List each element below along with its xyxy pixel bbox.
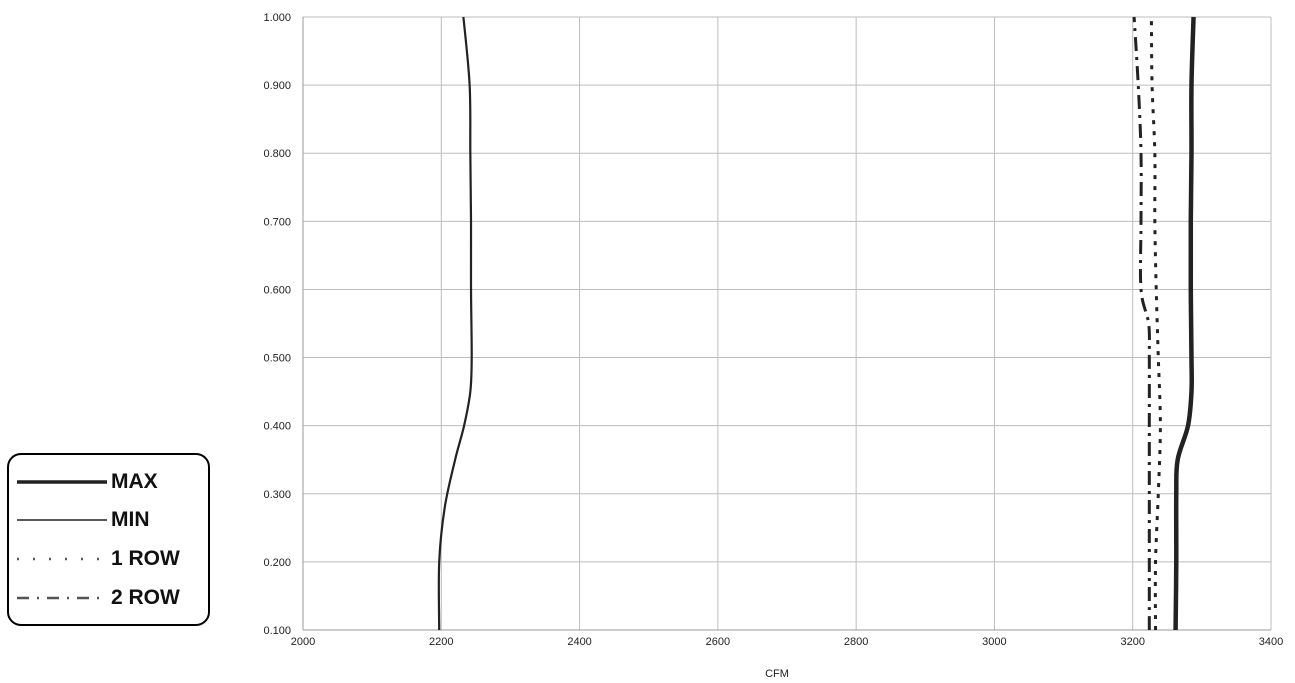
y-tick-label: 0.900 bbox=[263, 80, 291, 92]
legend-item-2-row: 2 ROW bbox=[9, 583, 209, 613]
y-tick-label: 0.400 bbox=[263, 421, 291, 433]
series-line-max bbox=[1173, 16, 1196, 631]
legend-label-max: MAX bbox=[111, 470, 158, 493]
x-tick-label: 3400 bbox=[1259, 636, 1283, 648]
y-tick-label: 0.500 bbox=[263, 353, 291, 365]
y-tick-label: 0.300 bbox=[263, 489, 291, 501]
legend-label-2-row: 2 ROW bbox=[111, 586, 180, 609]
legend-swatch-1-row bbox=[17, 557, 107, 561]
legend: MAX MIN 1 ROW 2 ROW bbox=[7, 453, 210, 626]
x-axis-title: CFM bbox=[765, 668, 789, 680]
legend-item-min: MIN bbox=[9, 505, 209, 535]
legend-item-max: MAX bbox=[9, 467, 209, 497]
legend-swatch-max bbox=[17, 480, 107, 484]
series-line-1-row bbox=[1149, 16, 1162, 631]
series-layer bbox=[437, 16, 1196, 631]
x-tick-label: 2400 bbox=[567, 636, 591, 648]
x-tick-label: 3000 bbox=[982, 636, 1006, 648]
x-tick-label: 3200 bbox=[1120, 636, 1144, 648]
x-tick-label: 2000 bbox=[291, 636, 315, 648]
y-tick-label: 1.000 bbox=[263, 12, 291, 24]
y-tick-label: 0.200 bbox=[263, 557, 291, 569]
legend-swatch-2-row bbox=[17, 596, 107, 600]
legend-swatch-min bbox=[17, 519, 107, 521]
y-tick-label: 0.700 bbox=[263, 216, 291, 228]
x-tick-label: 2600 bbox=[706, 636, 730, 648]
x-tick-label: 2800 bbox=[844, 636, 868, 648]
legend-item-1-row: 1 ROW bbox=[9, 544, 209, 574]
y-tick-label: 0.800 bbox=[263, 148, 291, 160]
grid bbox=[302, 16, 1272, 631]
series-line-min bbox=[437, 16, 473, 631]
x-tick-label: 2200 bbox=[429, 636, 453, 648]
y-tick-label: 0.100 bbox=[263, 625, 291, 637]
series-line-2-row bbox=[1132, 16, 1151, 630]
tick-labels: 2000 2200 2400 2600 2800 3000 3200 3400 0.100 0.2… bbox=[263, 12, 1283, 648]
legend-label-min: MIN bbox=[111, 508, 150, 531]
legend-label-1-row: 1 ROW bbox=[111, 547, 180, 570]
y-tick-label: 0.600 bbox=[263, 284, 291, 296]
